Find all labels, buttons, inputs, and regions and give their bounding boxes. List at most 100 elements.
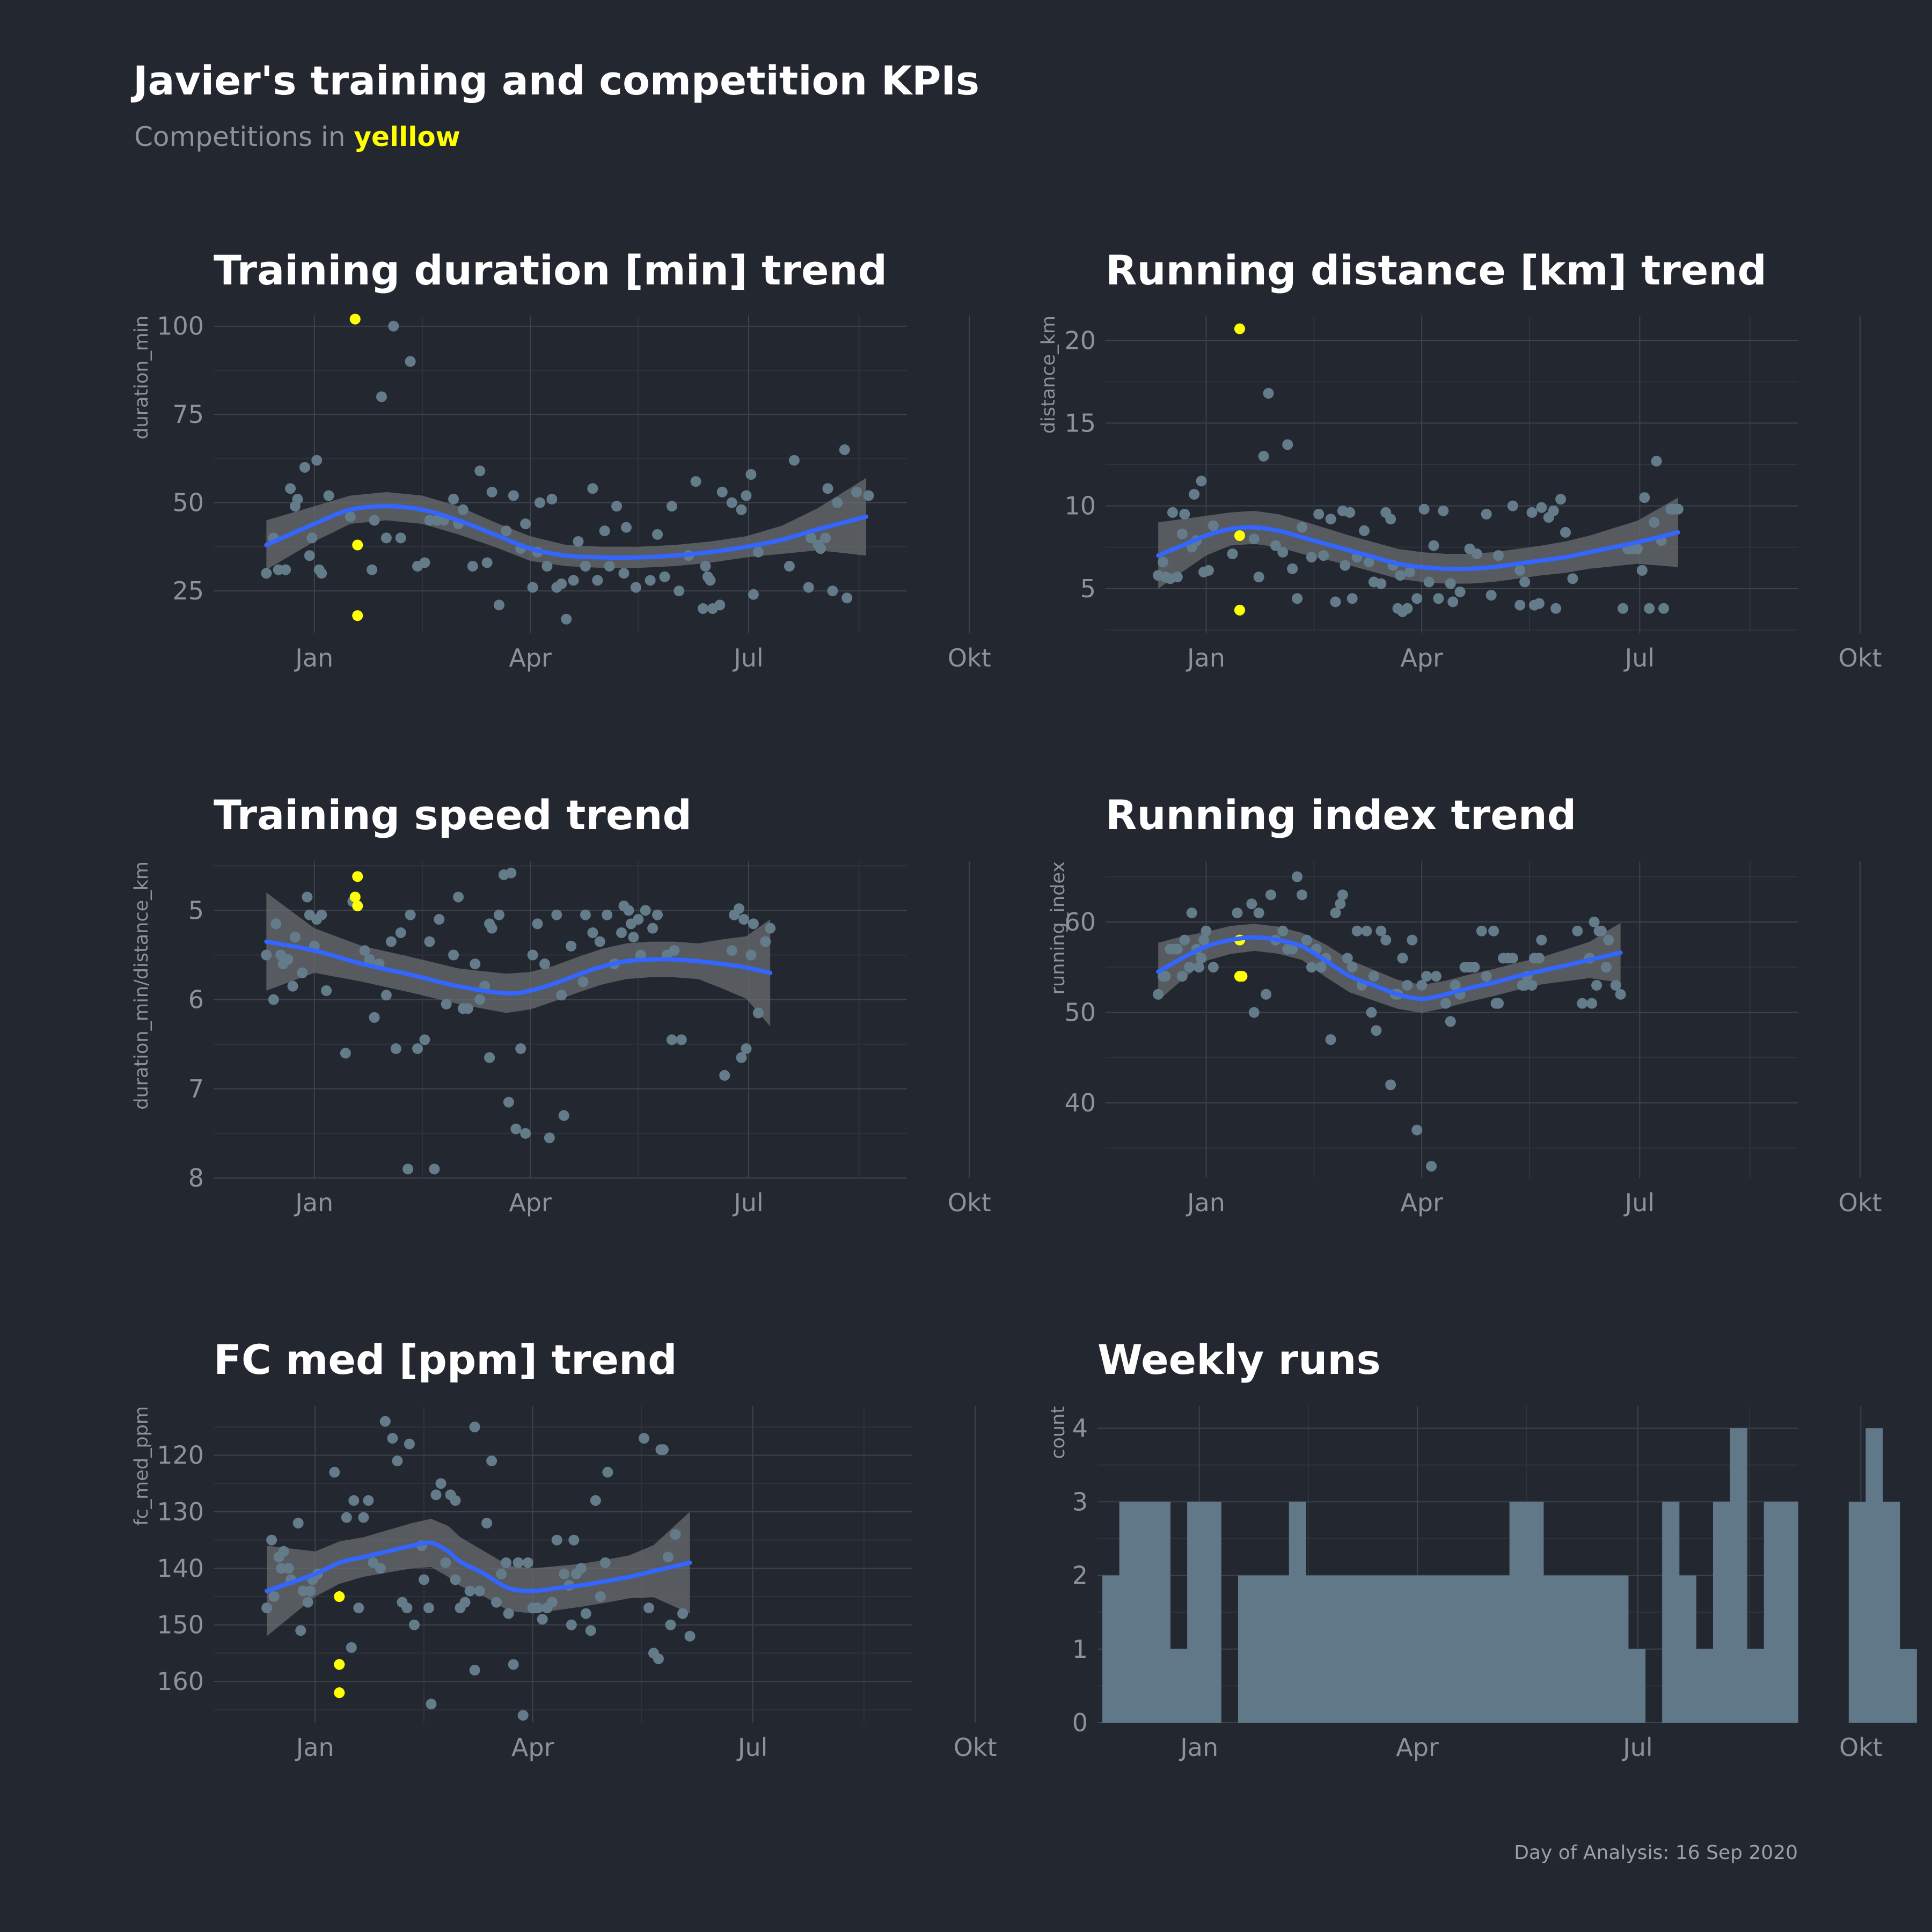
fc-y-tick: 120	[157, 1441, 204, 1470]
speed-point	[321, 985, 332, 996]
fc-point	[387, 1433, 398, 1444]
index-point	[1430, 971, 1441, 982]
speed-point	[539, 958, 550, 970]
duration-point	[700, 561, 711, 572]
distance-competition-point	[1234, 530, 1245, 541]
speed-y-tick: 5	[188, 896, 204, 925]
speed-point	[261, 949, 272, 961]
index-point	[1198, 934, 1210, 946]
index-point	[1172, 943, 1183, 955]
speed-point	[486, 923, 497, 934]
index-point	[1248, 1007, 1260, 1018]
distance-point	[1555, 494, 1567, 505]
speed-point	[484, 1052, 495, 1063]
weekly-title: Weekly runs	[1097, 1336, 1381, 1384]
fc-y-tick: 150	[157, 1611, 204, 1640]
speed-point	[623, 905, 634, 916]
duration-point	[573, 536, 584, 547]
distance-point	[1325, 514, 1336, 525]
fc-point	[305, 1585, 316, 1597]
distance-point	[1179, 509, 1190, 519]
fc-point	[375, 1563, 386, 1574]
weekly-bar	[1289, 1502, 1306, 1723]
speed-x-tick: Jan	[294, 1188, 333, 1217]
index-point	[1153, 989, 1164, 1000]
duration-point	[806, 532, 817, 544]
fc-point	[496, 1568, 507, 1579]
speed-point	[474, 994, 486, 1005]
duration-point	[376, 391, 387, 402]
duration-point	[599, 525, 610, 537]
speed-point	[419, 1034, 430, 1045]
fc-confidence-band	[267, 1512, 690, 1636]
speed-point	[268, 994, 279, 1005]
speed-point	[558, 1110, 569, 1121]
weekly-bar	[1407, 1575, 1425, 1723]
distance-point	[1411, 593, 1423, 604]
speed-y-tick: 6	[188, 985, 204, 1014]
duration-point	[618, 568, 630, 579]
index-point	[1615, 989, 1626, 1000]
subtitle-prefix: Competitions in	[134, 121, 354, 152]
fc-y-label: fc_med_ppm	[131, 1406, 152, 1526]
duration-point	[839, 444, 850, 455]
distance-point	[1258, 451, 1269, 462]
fc-point	[392, 1455, 403, 1467]
duration-point	[752, 546, 764, 558]
distance-point	[1330, 596, 1341, 608]
duration-x-tick: Apr	[509, 643, 552, 672]
duration-point	[304, 550, 315, 561]
fc-point	[665, 1619, 676, 1630]
duration-title: Training duration [min] trend	[214, 246, 887, 294]
speed-y-tick: 8	[188, 1163, 204, 1192]
duration-point	[580, 561, 591, 572]
distance-point	[1454, 586, 1466, 597]
fc-point	[292, 1518, 304, 1529]
distance-point	[1533, 598, 1545, 609]
distance-point	[1297, 522, 1308, 533]
fc-point	[513, 1557, 524, 1568]
index-point	[1186, 908, 1197, 919]
duration-point	[486, 486, 497, 497]
speed-point	[669, 945, 680, 956]
fc-point	[677, 1608, 689, 1619]
index-point	[1297, 889, 1308, 901]
distance-trend-line	[1156, 525, 1680, 572]
index-point	[1577, 998, 1588, 1009]
duration-point	[380, 532, 392, 544]
distance-point	[1395, 570, 1406, 581]
speed-point	[282, 954, 294, 965]
index-point	[1301, 934, 1312, 946]
duration-point	[280, 564, 291, 575]
fc-point	[643, 1602, 654, 1614]
analysis-date: Day of Analysis: 16 Sep 2020	[1514, 1842, 1798, 1864]
speed-point	[297, 967, 308, 978]
weekly-y-tick: 3	[1072, 1487, 1088, 1516]
index-point	[1361, 925, 1372, 936]
weekly-bar	[1577, 1575, 1595, 1723]
distance-point	[1292, 593, 1303, 604]
duration-point	[716, 486, 728, 497]
speed-point	[765, 923, 776, 934]
distance-point	[1445, 578, 1456, 589]
duration-confidence-band	[266, 478, 867, 570]
weekly-bar	[1441, 1575, 1459, 1723]
speed-point	[760, 936, 771, 947]
fc-point	[670, 1529, 681, 1540]
index-point	[1201, 925, 1212, 936]
speed-point	[405, 909, 416, 920]
index-point	[1380, 934, 1392, 946]
duration-point	[395, 532, 406, 544]
distance-point	[1340, 560, 1351, 571]
index-point	[1371, 1025, 1382, 1036]
speed-point	[290, 932, 301, 943]
speed-point	[587, 927, 598, 938]
duration-point	[666, 501, 677, 512]
duration-point	[827, 586, 838, 597]
distance-point	[1282, 439, 1293, 450]
index-point	[1440, 998, 1451, 1009]
index-x-tick: Jan	[1185, 1188, 1225, 1217]
fc-point	[459, 1597, 471, 1608]
duration-point	[508, 490, 519, 501]
